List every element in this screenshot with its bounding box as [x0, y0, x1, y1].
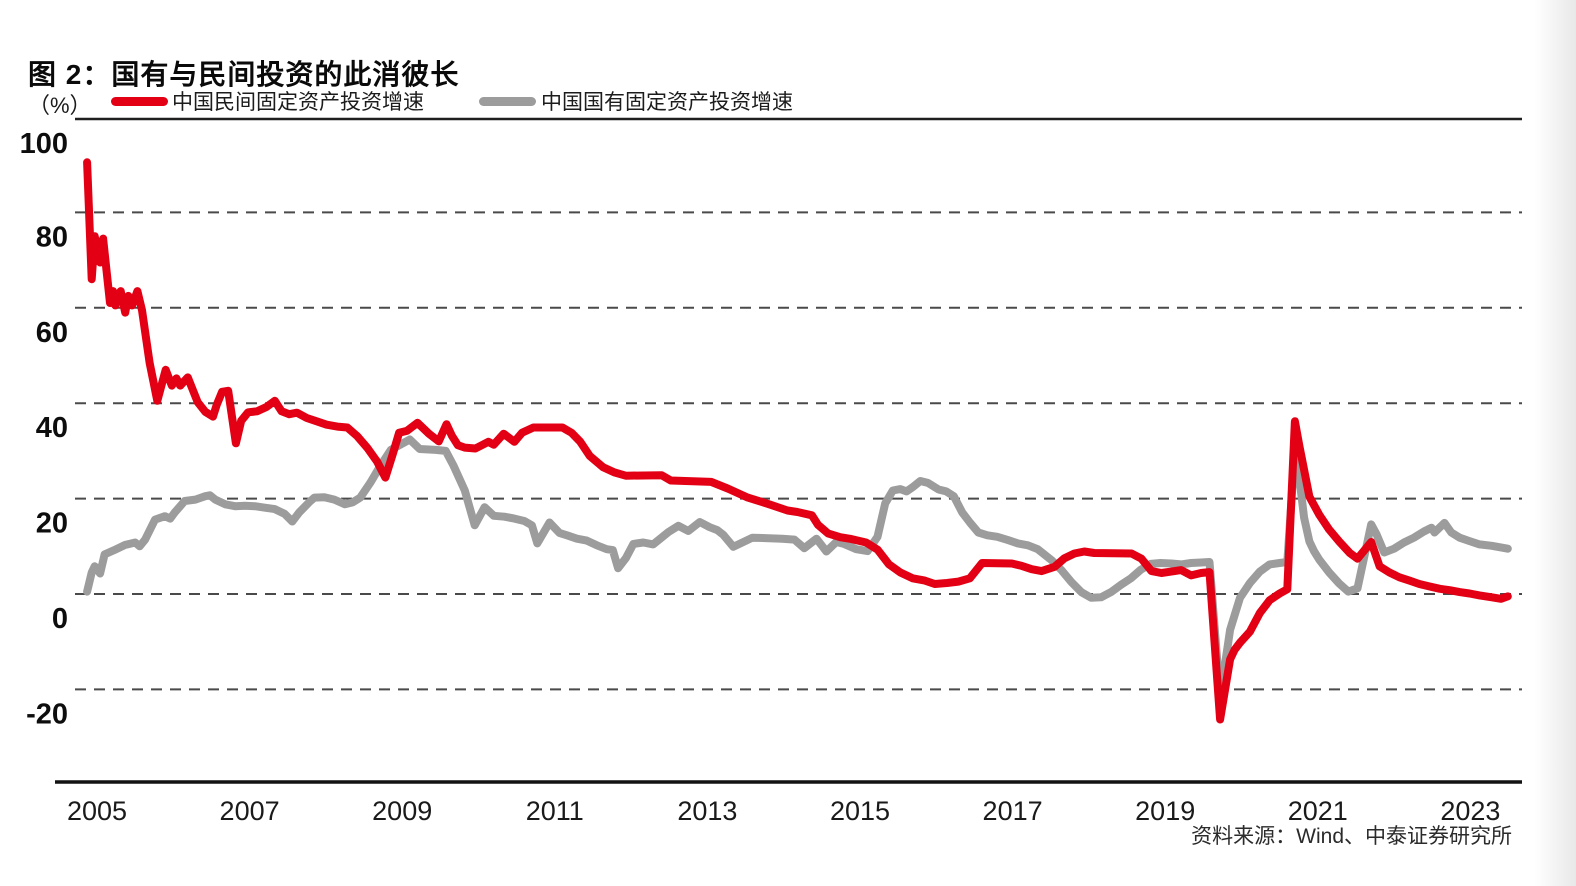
y-tick-label-0: 0 — [52, 603, 68, 635]
x-tick-label-2009: 2009 — [372, 796, 432, 826]
private-investment-line — [83, 158, 1512, 724]
x-tick-label-2021: 2021 — [1288, 796, 1348, 826]
y-tick-label-20: 20 — [36, 508, 68, 540]
legend-label-private: 中国民间固定资产投资增速 — [172, 91, 424, 114]
x-tick-label-2019: 2019 — [1135, 796, 1195, 826]
y-tick-label-40: 40 — [36, 412, 68, 444]
x-tick-label-2023: 2023 — [1440, 796, 1500, 826]
y-tick-label-80: 80 — [36, 221, 68, 253]
y-tick-label--20: -20 — [26, 698, 68, 730]
page-title: 图 2：国有与民间投资的此消彼长 — [28, 58, 460, 90]
x-tick-label-2007: 2007 — [220, 796, 280, 826]
x-tick-label-2013: 2013 — [677, 796, 737, 826]
x-tick-label-2015: 2015 — [830, 796, 890, 826]
legend-swatch-private — [111, 97, 168, 106]
source-note: 资料来源：Wind、中泰证券研究所 — [1191, 825, 1512, 848]
y-tick-label-60: 60 — [36, 317, 68, 349]
legend-swatch-soe — [479, 97, 536, 106]
y-tick-label-100: 100 — [20, 128, 68, 160]
x-tick-label-2017: 2017 — [983, 796, 1043, 826]
chart-legend: （%） 中国民间固定资产投资增速 中国国有固定资产投资增速 — [0, 84, 1576, 118]
y-axis-unit-label: （%） — [28, 93, 92, 118]
legend-label-soe: 中国国有固定资产投资增速 — [541, 91, 793, 114]
x-tick-label-2011: 2011 — [526, 796, 584, 826]
x-tick-label-2005: 2005 — [67, 796, 127, 826]
